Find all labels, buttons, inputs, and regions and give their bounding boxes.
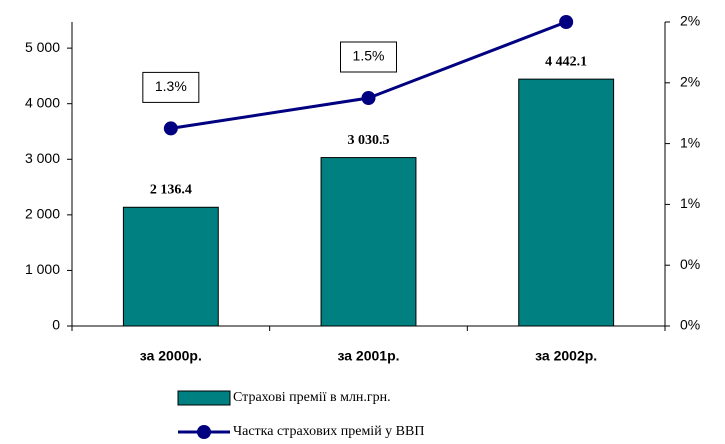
y2-tick-label: 0%: [680, 317, 700, 333]
line-marker: [361, 91, 376, 105]
legend-label: Страхові премії в млн.грн.: [233, 390, 391, 405]
y-tick-label: 2 000: [25, 206, 60, 222]
legend-label: Частка страхових премій у ВВП: [233, 424, 424, 439]
y2-tick-label: 0%: [680, 256, 700, 272]
bar-value-label: 2 136.4: [150, 182, 192, 197]
value-label-box: [142, 71, 200, 103]
y2-tick-label: 2%: [680, 13, 700, 29]
line-value-label: 1.5%: [353, 48, 385, 64]
bar-value-label: 4 442.1: [545, 54, 587, 69]
line-marker: [163, 121, 178, 136]
x-tick-label: за 2002р.: [535, 348, 597, 364]
y2-tick-label: 1%: [680, 134, 700, 150]
y2-tick-label: 2%: [680, 74, 700, 90]
y-tick-label: 1 000: [25, 261, 60, 277]
bar-value-label: 3 030.5: [348, 133, 390, 148]
line-value-label: 1.3%: [155, 78, 187, 94]
bar: [122, 206, 219, 327]
y2-tick-label: 1%: [680, 195, 700, 211]
legend-marker: [197, 425, 211, 439]
line: [170, 20, 567, 130]
bar: [518, 78, 615, 327]
y-tick-label: 4 000: [25, 94, 60, 110]
y-tick-label: 0: [52, 317, 60, 333]
bar: [320, 157, 417, 327]
legend-swatch: [177, 390, 231, 406]
line-marker: [559, 15, 574, 29]
y-tick-label: 3 000: [25, 150, 60, 166]
value-label-box: [340, 41, 397, 73]
x-tick-label: за 2001р.: [337, 348, 399, 364]
x-tick-label: за 2000р.: [140, 348, 202, 364]
y-tick-label: 5 000: [25, 39, 60, 55]
